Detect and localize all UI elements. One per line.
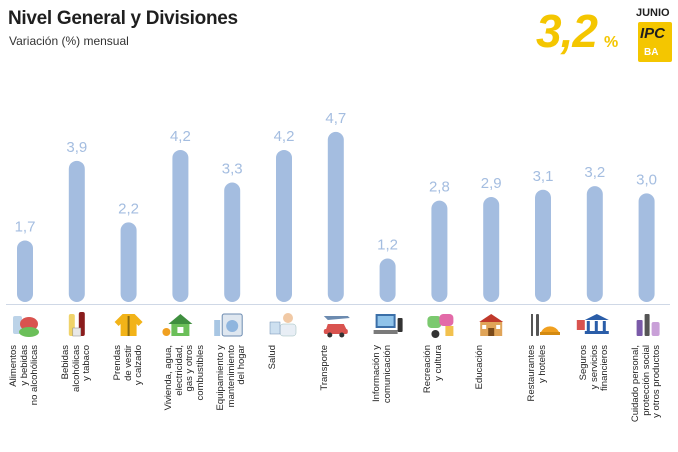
washing-machine-icon [214,313,243,337]
category-label-6: Transporte [318,345,330,391]
value-label-5: 4,2 [274,128,295,145]
value-label-10: 3,1 [533,168,554,185]
clothing-icon [114,314,143,336]
headline-unit: % [604,34,619,51]
doctor-icon [269,313,297,337]
bar-7 [379,258,396,302]
computer-icon [373,314,403,334]
category-label-8: Recreación y cultura [422,345,444,394]
bar-11 [586,186,603,302]
bar-9 [483,197,500,302]
category-label-4: Equipamiento y mantenimiento del hogar [215,345,248,411]
bottles-icon [68,312,85,337]
bar-2 [120,222,137,302]
bar-4 [224,182,241,302]
food-icon [13,316,39,337]
school-icon [479,314,504,336]
bar-3 [172,149,189,302]
value-label-3: 4,2 [170,128,191,145]
headline-value: 3,2 [536,5,598,57]
category-label-7: Información y comunicación [370,345,393,404]
car-plane-icon [323,316,350,338]
category-label-2: Prendas de vestir y calzado [111,345,144,386]
category-label-10: Restaurantes y hoteles [526,345,548,402]
category-label-1: Bebidas alcohólicas y tabaco [59,345,92,392]
month-label: JUNIO [636,7,670,19]
value-label-7: 1,2 [377,237,398,254]
logo-text-bottom: BA [644,47,659,58]
category-label-3: Vivienda, agua, electricidad, gas y otro… [163,345,206,411]
bar-8 [431,200,448,302]
bank-icon [576,314,609,334]
value-label-0: 1,7 [15,218,36,235]
category-label-0: Alimentos y bebidas no alcohólicas [8,345,40,406]
house-icon [162,314,193,336]
bar-10 [535,189,551,302]
category-label-12: Cuidado personal, protección social y ot… [629,345,662,423]
logo-text-top: IPC [640,25,666,42]
value-label-1: 3,9 [66,139,87,156]
value-label-4: 3,3 [222,161,243,178]
bar-0 [17,240,33,302]
cosmetics-icon [636,314,660,336]
value-label-8: 2,8 [429,179,450,196]
category-label-5: Salud [267,345,278,370]
ipc-ba-logo: IPC BA [638,22,672,62]
category-label-9: Educación [474,345,486,390]
chart-subtitle: Variación (%) mensual [9,34,129,48]
bar-12 [638,193,655,302]
value-label-9: 2,9 [481,175,502,192]
value-label-12: 3,0 [636,171,657,188]
bar-6 [327,131,344,302]
category-label-11: Seguros y servicios financieros [577,345,610,391]
value-label-6: 4,7 [325,110,346,127]
value-label-11: 3,2 [584,164,605,181]
chart-title: Nivel General y Divisiones [8,8,238,29]
bar-1 [68,160,85,302]
value-label-2: 2,2 [118,200,139,217]
masks-icon [427,314,454,338]
cutlery-icon [531,314,560,336]
bar-5 [276,149,292,302]
